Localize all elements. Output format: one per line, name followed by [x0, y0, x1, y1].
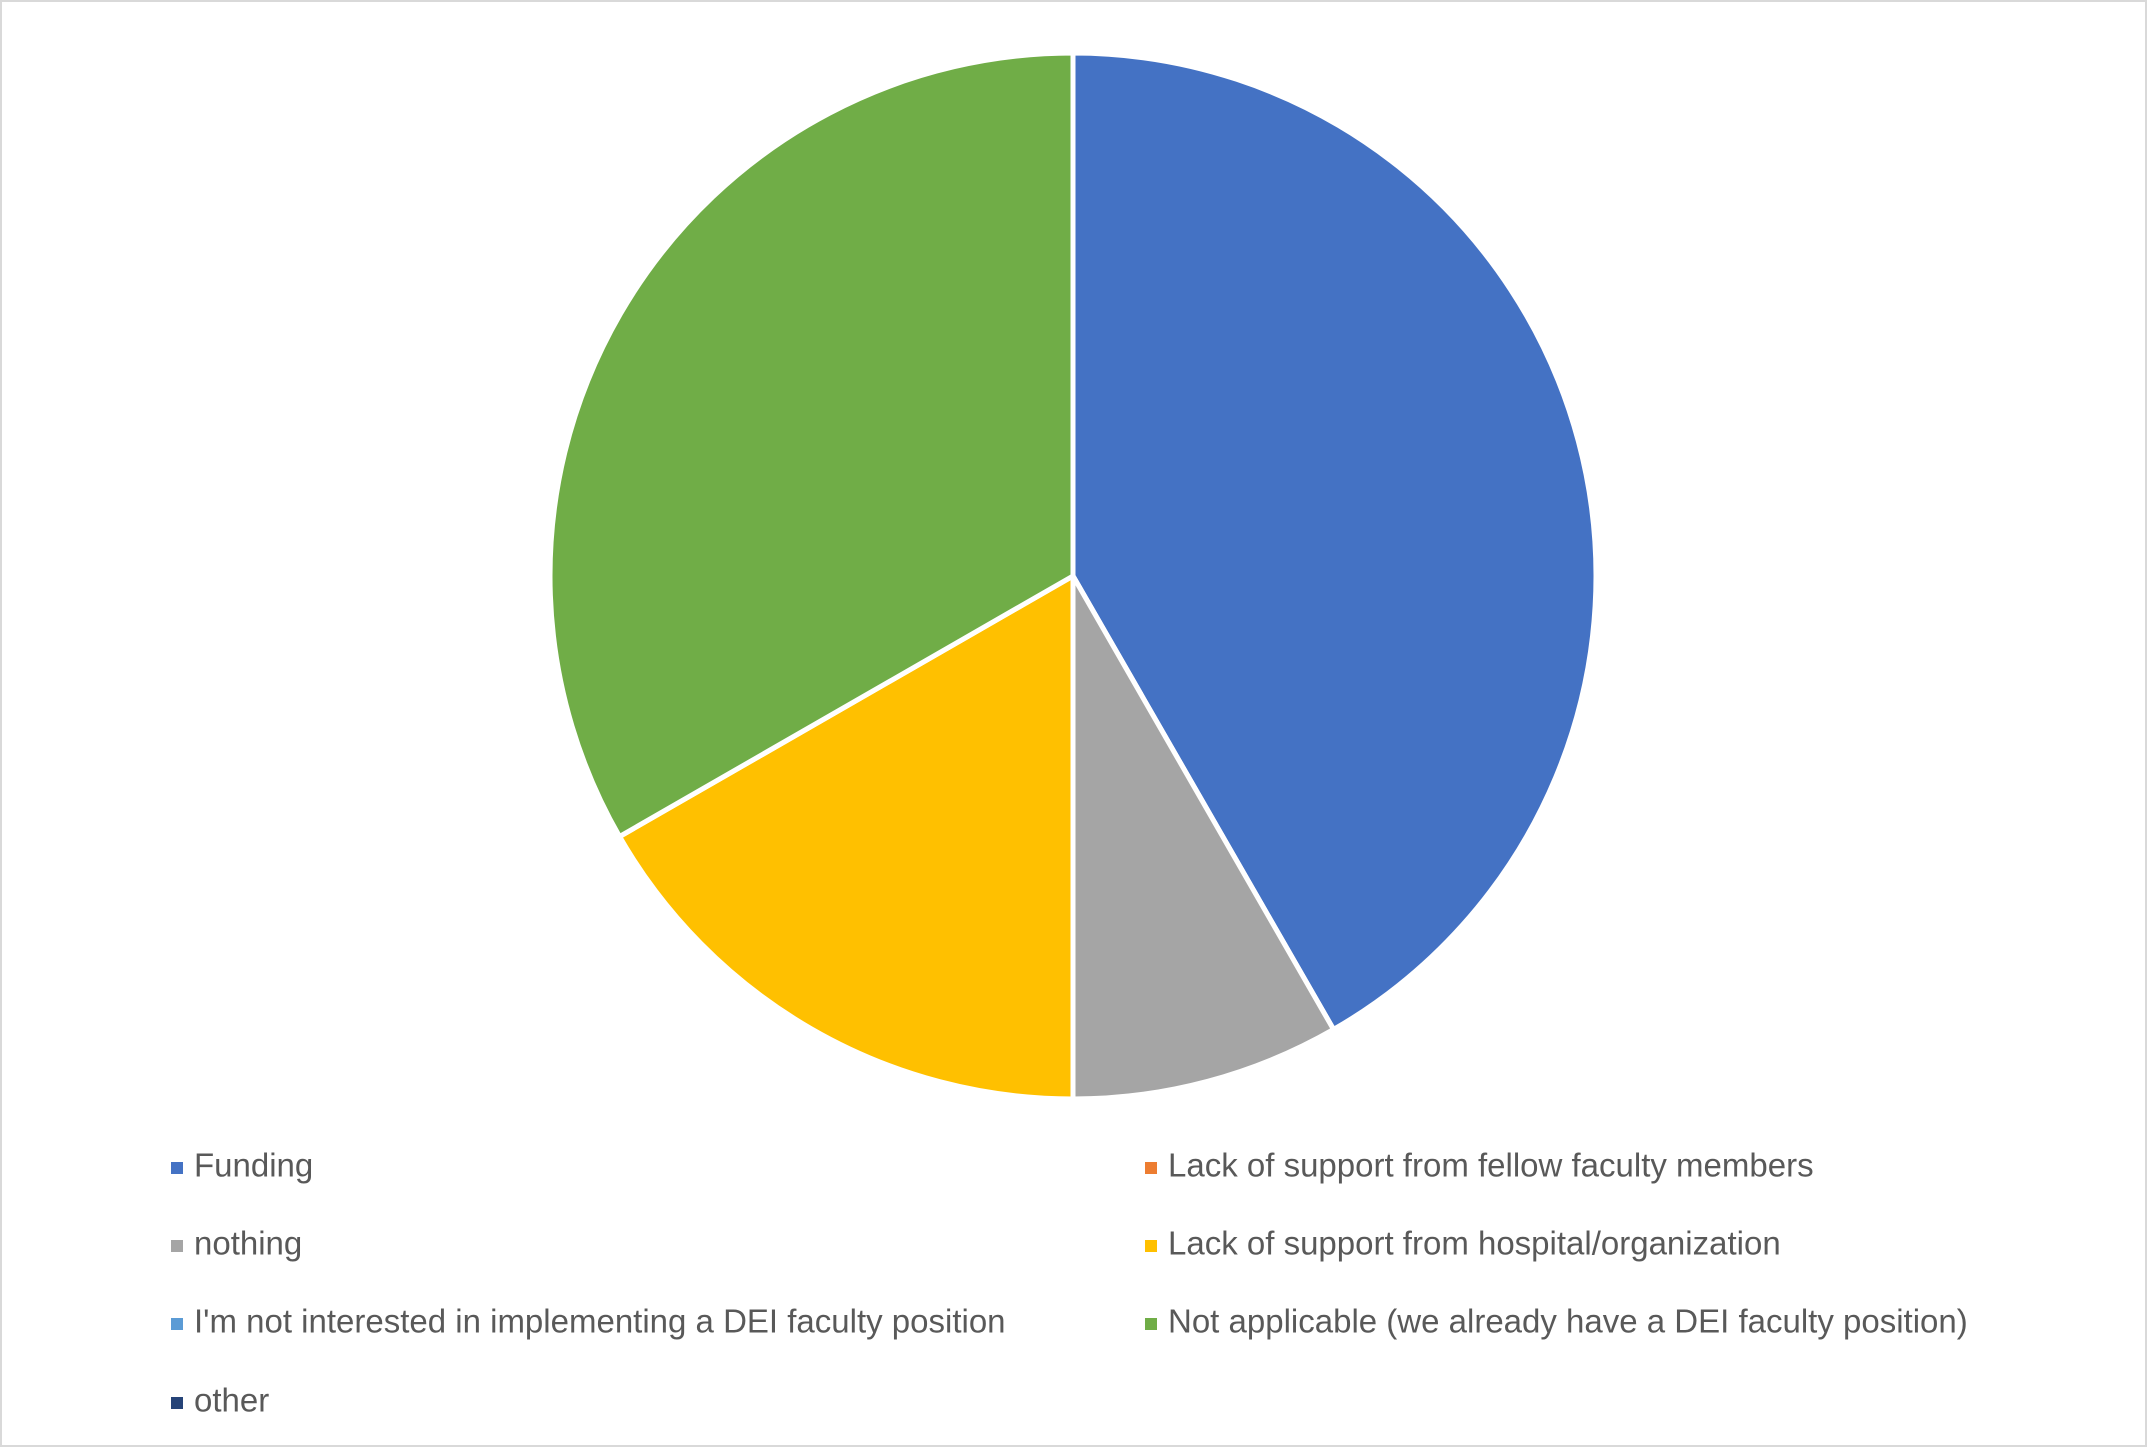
- legend-label: Lack of support from hospital/organizati…: [1168, 1225, 1781, 1262]
- legend-swatch: [171, 1240, 183, 1252]
- pie-slice: [1070, 573, 1337, 1102]
- legend-label: I'm not interested in implementing a DEI…: [194, 1303, 1006, 1340]
- legend-label: Lack of support from fellow faculty memb…: [1168, 1147, 1814, 1184]
- legend-swatch: [171, 1397, 183, 1409]
- legend-label: Not applicable (we already have a DEI fa…: [1168, 1303, 1968, 1340]
- legend-label: nothing: [194, 1225, 302, 1262]
- pie-slice: [617, 573, 1076, 1102]
- legend-swatch: [1145, 1162, 1157, 1174]
- legend-swatch: [1145, 1318, 1157, 1330]
- pie-slice: [1070, 50, 1599, 1032]
- legend-swatch: [171, 1318, 183, 1330]
- legend-swatch: [1145, 1240, 1157, 1252]
- legend-swatch: [171, 1162, 183, 1174]
- pie-slice: [547, 50, 1076, 840]
- legend-label: other: [194, 1382, 269, 1419]
- legend-label: Funding: [194, 1147, 313, 1184]
